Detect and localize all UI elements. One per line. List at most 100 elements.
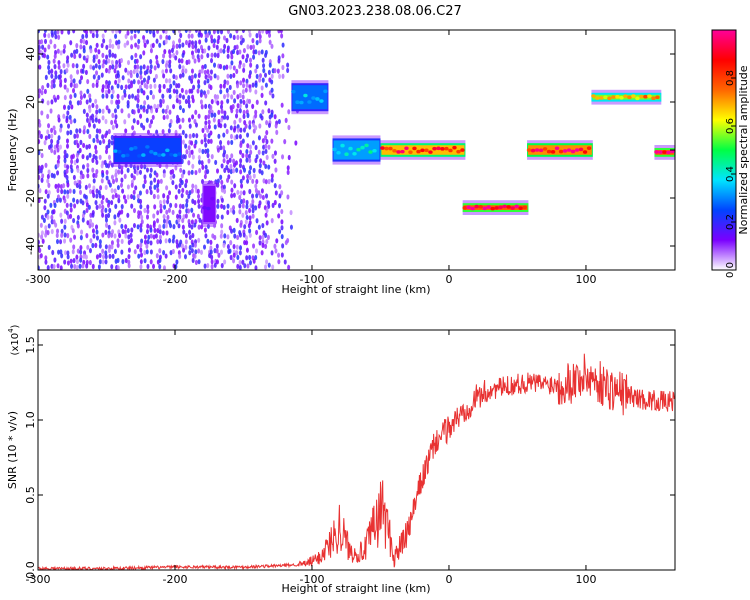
heatmap-cell bbox=[59, 183, 63, 190]
heatmap-cell bbox=[252, 54, 256, 60]
heatmap-cell bbox=[70, 104, 74, 110]
heatmap-cell bbox=[149, 259, 153, 265]
heatmap-cell bbox=[166, 214, 170, 220]
heatmap-segment bbox=[291, 80, 329, 115]
heatmap-cell bbox=[267, 262, 271, 268]
heatmap-cell bbox=[172, 73, 176, 80]
heatmap-cell bbox=[92, 123, 96, 129]
heatmap-cell bbox=[554, 146, 560, 151]
heatmap-cell bbox=[126, 184, 130, 190]
heatmap-cell bbox=[117, 44, 121, 50]
heatmap-cell bbox=[57, 34, 61, 40]
heatmap-cell bbox=[85, 39, 89, 46]
heatmap-cell bbox=[172, 173, 176, 179]
heatmap-cell bbox=[188, 30, 192, 34]
heatmap-cell bbox=[89, 218, 93, 224]
heatmap-cell bbox=[232, 227, 236, 233]
heatmap-cell bbox=[242, 190, 246, 196]
heatmap-cell bbox=[196, 188, 200, 194]
heatmap-cell bbox=[51, 249, 55, 256]
heatmap-cell bbox=[79, 139, 83, 145]
heatmap-cell bbox=[270, 87, 274, 93]
heatmap-cell bbox=[132, 222, 136, 229]
heatmap-cell bbox=[207, 114, 211, 120]
heatmap-cell bbox=[188, 244, 192, 251]
heatmap-cell bbox=[204, 74, 208, 80]
heatmap-cell bbox=[219, 174, 223, 180]
heatmap-cell bbox=[63, 44, 67, 50]
heatmap-cell bbox=[92, 74, 96, 80]
heatmap-cell bbox=[165, 230, 169, 236]
heatmap-cell bbox=[82, 55, 86, 61]
heatmap-cell bbox=[287, 154, 291, 161]
heatmap-cell bbox=[176, 213, 180, 219]
heatmap-band bbox=[114, 138, 181, 162]
heatmap-cell bbox=[156, 194, 160, 200]
y-tick-label: -20 bbox=[24, 189, 37, 207]
heatmap-cell bbox=[117, 198, 121, 204]
heatmap-cell bbox=[123, 229, 127, 235]
heatmap-cell bbox=[244, 123, 248, 129]
heatmap-cell bbox=[76, 223, 80, 229]
heatmap-cell bbox=[203, 79, 207, 86]
heatmap-cell bbox=[198, 147, 202, 154]
heatmap-cell bbox=[245, 255, 249, 261]
heatmap-cell bbox=[236, 263, 240, 270]
heatmap-cell bbox=[95, 128, 99, 134]
heatmap-cell bbox=[254, 188, 258, 194]
heatmap-cell bbox=[146, 214, 150, 220]
heatmap-cell bbox=[197, 224, 201, 230]
heatmap-cell bbox=[368, 150, 373, 154]
heatmap-cell bbox=[239, 98, 243, 105]
heatmap-cell bbox=[232, 258, 236, 264]
spectrogram-x-ticks: -300 -200 -100 0 100 bbox=[26, 30, 596, 286]
heatmap-cell bbox=[662, 150, 667, 154]
heatmap-cell bbox=[60, 228, 64, 234]
heatmap-cell bbox=[171, 169, 175, 175]
heatmap-cell bbox=[138, 169, 142, 175]
heatmap-cell bbox=[229, 73, 233, 79]
heatmap-cell bbox=[145, 249, 149, 255]
heatmap-cell bbox=[72, 217, 76, 224]
heatmap-cell bbox=[66, 143, 70, 149]
heatmap-cell bbox=[222, 158, 226, 164]
heatmap-cell bbox=[188, 152, 192, 159]
heatmap-cell bbox=[151, 114, 155, 120]
heatmap-cell bbox=[126, 227, 130, 234]
heatmap-cell bbox=[63, 259, 67, 265]
heatmap-cell bbox=[146, 263, 150, 270]
heatmap-cell bbox=[111, 194, 115, 200]
heatmap-cell bbox=[155, 54, 159, 60]
heatmap-cell bbox=[142, 38, 146, 44]
heatmap-cell bbox=[229, 133, 233, 140]
heatmap-cell bbox=[115, 59, 119, 66]
heatmap-cell bbox=[228, 157, 232, 163]
heatmap-cell bbox=[286, 169, 290, 175]
heatmap-cell bbox=[158, 257, 162, 264]
heatmap-cell bbox=[95, 254, 99, 260]
heatmap-cell bbox=[39, 253, 43, 259]
heatmap-cell bbox=[217, 133, 221, 139]
heatmap-cell bbox=[197, 72, 201, 78]
heatmap-cell bbox=[220, 117, 224, 123]
heatmap-cell bbox=[206, 238, 210, 244]
heatmap-cell bbox=[50, 138, 54, 144]
heatmap-cell bbox=[117, 194, 121, 200]
heatmap-cell bbox=[191, 114, 195, 120]
heatmap-cell bbox=[180, 58, 184, 64]
heatmap-cell bbox=[220, 229, 224, 235]
heatmap-cell bbox=[201, 127, 205, 134]
heatmap-cell bbox=[506, 205, 511, 209]
heatmap-cell bbox=[110, 199, 114, 206]
heatmap-cell bbox=[246, 44, 250, 50]
heatmap-cell bbox=[56, 48, 60, 54]
heatmap-cell bbox=[178, 124, 182, 130]
heatmap-cell bbox=[181, 187, 185, 194]
heatmap-cell bbox=[136, 44, 140, 50]
heatmap-cell bbox=[201, 164, 205, 170]
heatmap-cell bbox=[204, 37, 208, 43]
heatmap-cell bbox=[204, 114, 208, 121]
heatmap-cell bbox=[482, 206, 487, 211]
heatmap-cell bbox=[104, 254, 108, 260]
heatmap-cell bbox=[239, 127, 243, 133]
